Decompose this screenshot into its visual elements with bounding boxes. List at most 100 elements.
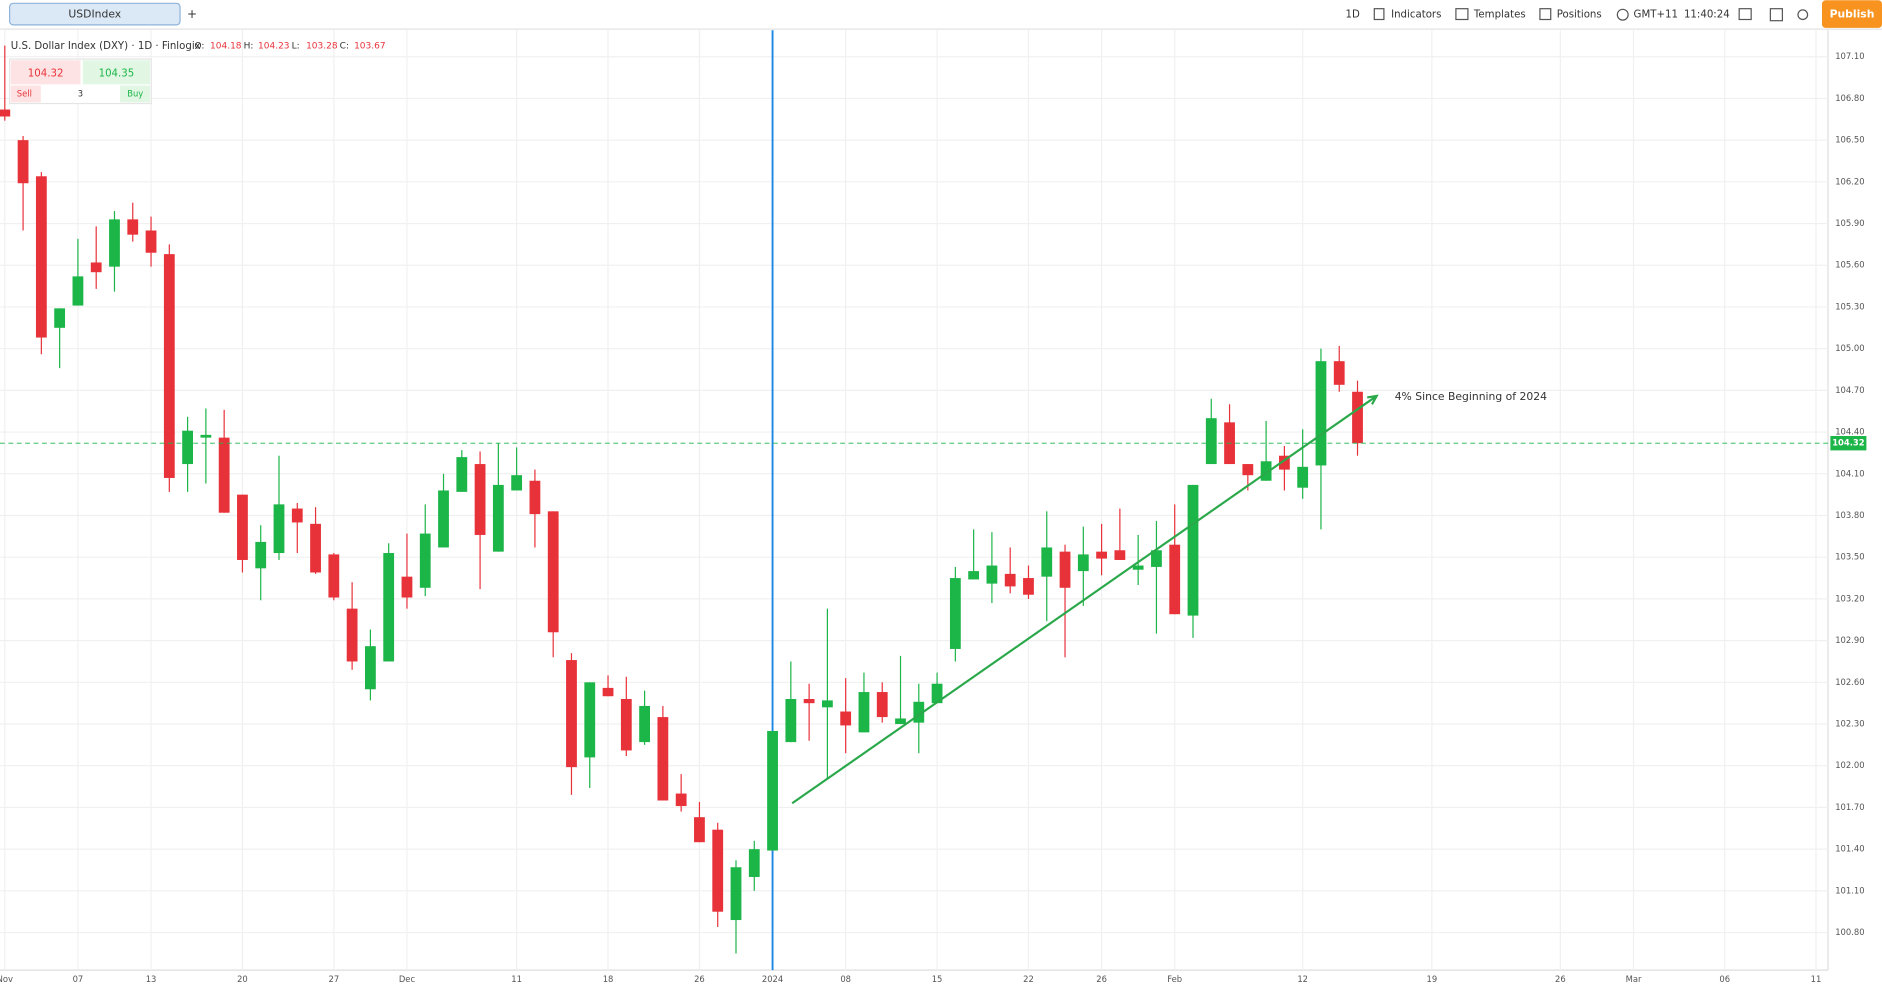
x-tick-label: Mar <box>1626 974 1642 984</box>
candle-body <box>584 682 596 758</box>
ohlc-value: 104.23 <box>258 41 290 51</box>
ohlc-value: 104.18 <box>210 41 242 51</box>
y-tick-label: 105.30 <box>1835 301 1864 311</box>
candle-body <box>620 699 632 751</box>
candle-body <box>328 554 340 598</box>
x-tick-label: 26 <box>1096 974 1107 984</box>
x-tick-label: 27 <box>328 974 339 984</box>
candle-body <box>1278 455 1290 470</box>
sell-label[interactable]: Sell <box>17 88 32 98</box>
candle-body <box>566 660 577 768</box>
candle-body <box>1242 464 1254 476</box>
candle-body <box>1059 551 1071 588</box>
x-tick-label: 15 <box>932 974 943 984</box>
y-tick-label: 102.90 <box>1835 635 1864 645</box>
candle-body <box>35 176 47 338</box>
y-tick-label: 106.50 <box>1835 135 1864 145</box>
sell-tag[interactable] <box>10 85 41 103</box>
candle-body <box>876 692 888 718</box>
y-tick-label: 102.60 <box>1835 677 1864 687</box>
y-tick-label: 106.20 <box>1835 176 1864 186</box>
y-tick-label: 102.30 <box>1835 719 1864 729</box>
buy-tag[interactable] <box>120 85 151 103</box>
candle-body <box>821 700 833 708</box>
timezone[interactable]: GMT+11 <box>1634 10 1678 21</box>
last-price-tag <box>1830 435 1867 451</box>
templates[interactable]: Templates <box>1473 10 1526 21</box>
sell-button[interactable] <box>10 60 81 85</box>
buy-price[interactable]: 104.35 <box>99 69 135 80</box>
x-tick-label: 26 <box>694 974 705 984</box>
x-tick-label: 2024 <box>762 974 783 984</box>
candle-body <box>511 475 523 491</box>
buy-button[interactable] <box>82 60 151 85</box>
y-tick-label: 104.10 <box>1835 468 1864 478</box>
annotation: 4% Since Beginning of 2024 <box>1395 390 1547 403</box>
y-tick-label: 103.80 <box>1835 510 1864 520</box>
candle-body <box>145 230 157 253</box>
interval[interactable]: 1D <box>1345 10 1359 21</box>
sell-price[interactable]: 104.32 <box>28 69 64 80</box>
candle-body <box>1297 466 1309 488</box>
candle-body <box>675 793 687 807</box>
y-tick-label: 100.80 <box>1835 927 1864 937</box>
x-tick-label: 26 <box>1555 974 1566 984</box>
symbol-tab[interactable] <box>9 2 181 26</box>
candle-body <box>785 699 797 743</box>
candle-body <box>1096 551 1107 559</box>
buy-label[interactable]: Buy <box>127 88 143 98</box>
candle-body <box>383 553 395 662</box>
trend-line <box>791 395 1378 805</box>
candle-body <box>401 576 413 598</box>
publish-button[interactable] <box>1821 0 1882 28</box>
candle-body <box>1077 554 1089 572</box>
symbol-tab-label[interactable]: USDIndex <box>68 8 121 21</box>
x-tick-label: Dec <box>399 974 416 984</box>
candle-body <box>1315 361 1327 466</box>
x-tick-label: Nov <box>0 974 13 984</box>
y-tick-label: 104.40 <box>1835 427 1864 437</box>
x-tick-label: 19 <box>1427 974 1438 984</box>
y-tick-label: 105.00 <box>1835 343 1864 353</box>
ohlc-value: 103.28 <box>306 41 338 51</box>
positions-icon <box>1539 8 1552 21</box>
candle-body <box>968 571 980 580</box>
y-tick-label: 101.10 <box>1835 885 1864 895</box>
candle-body <box>639 705 650 743</box>
candle-body <box>1205 418 1217 465</box>
quantity[interactable]: 3 <box>78 88 83 98</box>
y-tick-label: 101.40 <box>1835 844 1864 854</box>
candle-body <box>694 817 705 843</box>
settings-icon[interactable] <box>1797 9 1809 21</box>
candle-body <box>657 717 669 801</box>
indicators-icon <box>1373 8 1385 21</box>
chart: 107.10 106.80 106.50 106.20 105.90 105.60 105.… <box>0 30 1867 984</box>
x-tick-label: 13 <box>146 974 157 984</box>
candle-body <box>291 508 303 523</box>
candle-body <box>949 578 961 649</box>
candle-body <box>346 608 358 662</box>
candle-body <box>456 457 468 492</box>
candle-body <box>1333 361 1345 385</box>
ohlc-label: H: <box>244 41 254 51</box>
candle-body <box>767 730 778 851</box>
last-price-label: 104.32 <box>1832 438 1865 448</box>
add-tab[interactable]: + <box>187 7 197 21</box>
candle-body <box>748 849 760 877</box>
publish-label[interactable]: Publish <box>1830 8 1875 21</box>
positions[interactable]: Positions <box>1557 10 1602 21</box>
x-tick-label: 11 <box>1811 974 1822 984</box>
indicators[interactable]: Indicators <box>1391 10 1441 21</box>
y-tick-label: 103.20 <box>1835 593 1864 603</box>
snapshot-icon[interactable] <box>1738 8 1752 21</box>
x-tick-label: 12 <box>1297 974 1308 984</box>
candle-body <box>127 219 139 235</box>
x-tick-label: 20 <box>237 974 248 984</box>
candle-body <box>986 565 998 584</box>
candle-body <box>492 484 504 552</box>
ohlc-label: C: <box>340 41 349 51</box>
y-tick-label: 104.70 <box>1835 385 1864 395</box>
candle-body <box>1004 573 1016 587</box>
y-tick-label: 101.70 <box>1835 802 1864 812</box>
layout-icon[interactable] <box>1769 8 1783 22</box>
